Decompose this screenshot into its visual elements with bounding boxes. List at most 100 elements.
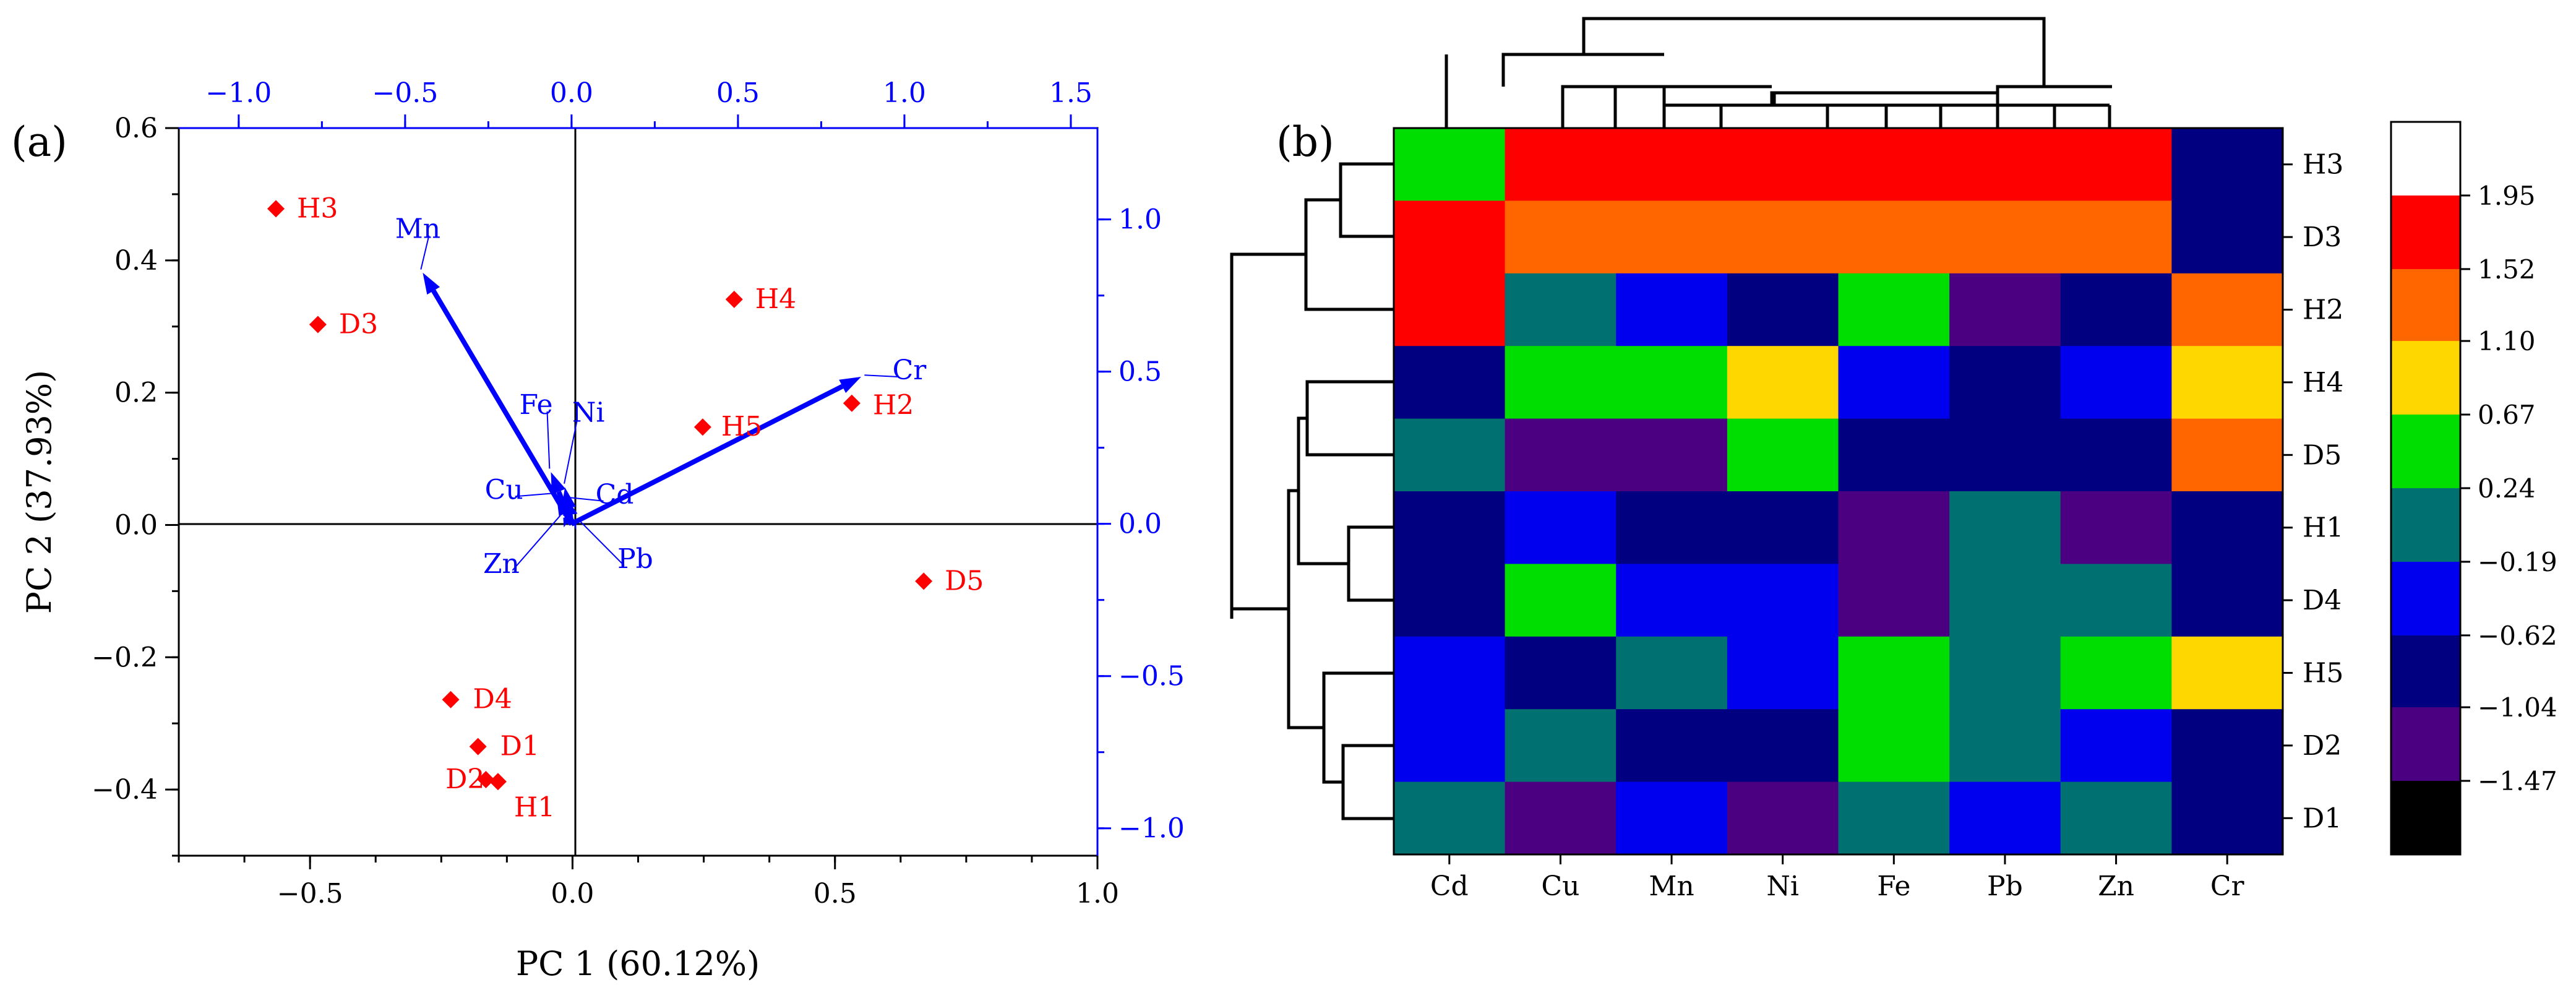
colorbar-tick-label: −1.47 — [2478, 766, 2557, 796]
row-label-h4: H4 — [2303, 367, 2343, 398]
score-point-h2 — [843, 394, 861, 412]
heatmap-cell-h4-cr — [2171, 346, 2283, 419]
score-label-h4: H4 — [755, 283, 796, 315]
heatmap-cell-d5-zn — [2060, 418, 2172, 492]
row-dendrogram — [1230, 162, 1394, 820]
colorbar-segment — [2391, 635, 2460, 708]
loading-leader-ni — [564, 419, 578, 484]
heatmap-cell-d5-mn — [1616, 418, 1728, 492]
loading-leader-cd — [567, 496, 604, 502]
heatmap-cell-d1-cu — [1505, 781, 1616, 855]
score-point-h1 — [489, 773, 507, 791]
score-label-h5: H5 — [721, 411, 762, 442]
loading-arrowhead-cd — [562, 501, 578, 516]
score-point-d3 — [309, 316, 327, 333]
heatmap-panel: (b) — [1230, 17, 2557, 902]
x-tick-label: 0.5 — [814, 878, 857, 910]
heatmap-cell-d2-fe — [1838, 709, 1950, 783]
row-label-d5: D5 — [2303, 439, 2342, 471]
heatmap-cell-h4-cd — [1394, 346, 1506, 419]
heatmap-cell-h3-cd — [1394, 128, 1506, 201]
score-point-d5 — [915, 572, 933, 590]
heatmap-cell-h2-pb — [1949, 273, 2061, 346]
heatmap-frame — [1393, 127, 2284, 856]
heatmap-cell-h4-mn — [1616, 346, 1728, 419]
top-tick-label: 1.5 — [1049, 77, 1093, 109]
heatmap-cell-h3-cu — [1505, 128, 1616, 201]
heatmap-cell-d3-mn — [1616, 200, 1728, 274]
row-label-h5: H5 — [2303, 658, 2343, 689]
loading-arrowhead-fe — [551, 472, 566, 495]
loading-leader-pb — [579, 520, 625, 566]
heatmap-cell-h1-cu — [1505, 491, 1616, 564]
row-label-d4: D4 — [2303, 585, 2342, 616]
heatmap-cell-d1-zn — [2060, 781, 2172, 855]
right-tick-label: 1.0 — [1118, 204, 1162, 236]
heatmap-cell-d4-fe — [1838, 564, 1950, 637]
heatmap-cell-d2-zn — [2060, 709, 2172, 783]
heatmap-cell-d2-cd — [1394, 709, 1506, 783]
row-label-d3: D3 — [2303, 222, 2342, 253]
heatmap-cell-h1-fe — [1838, 491, 1950, 564]
heatmap-cell-h2-mn — [1616, 273, 1728, 346]
x-axis-label: PC 1 (60.12%) — [516, 944, 760, 983]
heatmap-cell-d1-ni — [1727, 781, 1839, 855]
column-label-cr: Cr — [2210, 871, 2245, 902]
x-tick-label: −0.5 — [277, 878, 343, 910]
loading-arrowhead-cu — [556, 496, 572, 517]
heatmap-cell-h5-cd — [1394, 636, 1506, 710]
score-label-d5: D5 — [945, 565, 984, 596]
colorbar-tick-label: −1.04 — [2478, 692, 2557, 723]
loading-leader-zn — [512, 515, 561, 571]
panel-a-label: (a) — [11, 118, 67, 166]
heatmap-cell-h4-pb — [1949, 346, 2061, 419]
heatmap-cell-d4-pb — [1949, 564, 2061, 637]
y-tick-label: 0.4 — [114, 245, 158, 277]
score-label-h1: H1 — [514, 791, 555, 823]
heatmap-cell-h5-cu — [1505, 636, 1616, 710]
score-point-h4 — [725, 290, 743, 308]
heatmap-cell-h1-ni — [1727, 491, 1839, 564]
left-axis-ticks: −0.4 −0.2 0.0 0.2 0.4 0.6 — [92, 113, 179, 857]
colorbar-tick-label: 1.95 — [2478, 181, 2536, 211]
loading-label-pb: Pb — [617, 543, 653, 575]
loading-leader-cu — [515, 493, 555, 497]
loading-label-zn: Zn — [483, 548, 520, 580]
heatmap-cell-h1-pb — [1949, 491, 2061, 564]
loading-arrowhead-pb — [571, 516, 577, 531]
heatmap-cell-d5-ni — [1727, 418, 1839, 492]
heatmap-cell-h3-ni — [1727, 128, 1839, 201]
colorbar-segment — [2391, 415, 2460, 489]
colorbar-segment — [2391, 122, 2460, 196]
column-label-cd: Cd — [1430, 871, 1469, 902]
heatmap-cell-h2-ni — [1727, 273, 1839, 346]
heatmap-cell-h2-cr — [2171, 273, 2283, 346]
top-tick-label: −1.0 — [205, 77, 272, 109]
row-label-d2: D2 — [2303, 730, 2342, 762]
pca-biplot-panel: (a) −0.5 0.0 0.5 1.0 −0.4 −0.2 0.0 0.2 0.4 0.6 −… — [11, 77, 1185, 983]
row-labels: H3 D3 H2 H4 D5 H1 D4 H5 D2 D1 — [2283, 149, 2343, 834]
heatmap-cell-d2-cr — [2171, 709, 2283, 783]
heatmap-cell-h4-ni — [1727, 346, 1839, 419]
heatmap-cell-h3-pb — [1949, 128, 2061, 201]
x-tick-label: 0.0 — [551, 878, 594, 910]
column-labels: Cd Cu Mn Ni Fe Pb Zn Cr — [1430, 854, 2245, 902]
loading-label-fe: Fe — [519, 389, 552, 421]
right-tick-label: −1.0 — [1118, 813, 1185, 845]
score-point-d4 — [442, 690, 460, 708]
heatmap-cell-d5-cd — [1394, 418, 1506, 492]
heatmap-cell-h1-cr — [2171, 491, 2283, 564]
loading-label-cu: Cu — [485, 474, 523, 505]
colorbar-segment — [2391, 195, 2460, 270]
heatmap-cell-d3-cd — [1394, 200, 1506, 274]
row-label-d1: D1 — [2303, 802, 2342, 834]
score-label-d4: D4 — [473, 684, 512, 715]
heatmap-cell-d4-mn — [1616, 564, 1728, 637]
heatmap-cell-d4-cu — [1505, 564, 1616, 637]
top-tick-label: 0.0 — [550, 77, 593, 109]
column-label-pb: Pb — [1987, 871, 2023, 902]
heatmap-cell-d3-pb — [1949, 200, 2061, 274]
heatmap-cell-d5-cu — [1505, 418, 1616, 492]
heatmap-cell-h3-mn — [1616, 128, 1728, 201]
